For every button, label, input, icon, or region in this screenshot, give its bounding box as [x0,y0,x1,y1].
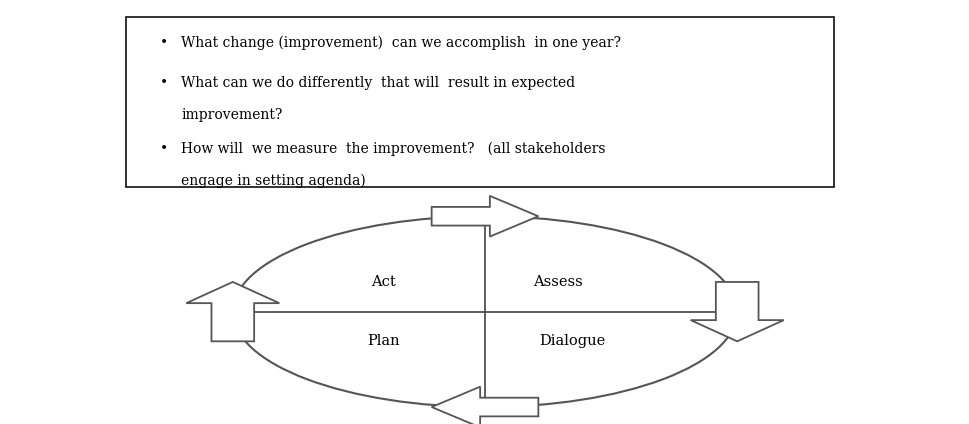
FancyArrow shape [431,387,538,424]
Text: Plan: Plan [366,334,399,349]
Text: Act: Act [370,275,395,289]
Text: improvement?: improvement? [181,108,283,122]
Text: How will  we measure  the improvement?   (all stakeholders: How will we measure the improvement? (al… [181,142,606,156]
Text: •: • [160,76,169,90]
Text: Dialogue: Dialogue [539,334,605,349]
Text: •: • [160,142,169,156]
Text: Assess: Assess [532,275,582,289]
Text: engage in setting agenda): engage in setting agenda) [181,174,365,188]
Text: What change (improvement)  can we accomplish  in one year?: What change (improvement) can we accompl… [181,36,621,50]
FancyArrow shape [431,196,538,237]
FancyArrow shape [186,282,279,341]
Text: •: • [160,36,169,50]
FancyArrow shape [690,282,783,341]
Text: What can we do differently  that will  result in expected: What can we do differently that will res… [181,76,575,90]
FancyBboxPatch shape [126,17,833,187]
